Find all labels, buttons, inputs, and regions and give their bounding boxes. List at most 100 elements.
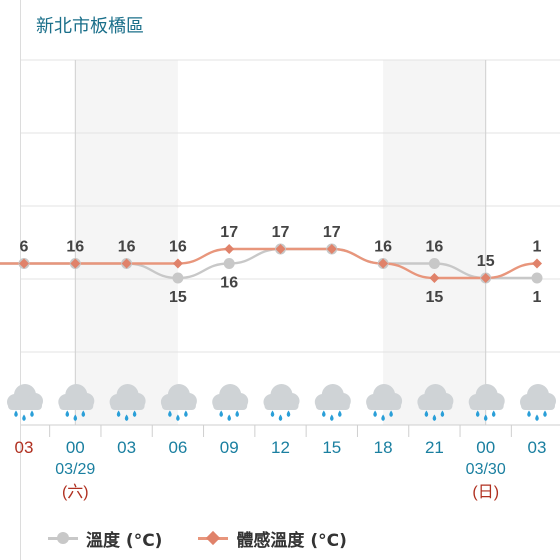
- temperature-data-label: 16: [220, 275, 238, 292]
- rain-cloud-icon: [314, 384, 351, 421]
- raindrop-icon: [219, 410, 223, 417]
- raindrop-icon: [373, 410, 377, 417]
- x-tick-label: 15: [322, 438, 341, 457]
- x-tick-label: 18: [374, 438, 393, 457]
- rain-cloud-icon: [109, 384, 146, 421]
- raindrop-icon: [168, 410, 172, 417]
- raindrop-icon: [338, 410, 342, 417]
- temperature-data-label: 16: [426, 239, 444, 256]
- rain-cloud-icon: [58, 384, 95, 421]
- raindrop-icon: [491, 410, 496, 417]
- feels-like-point: [378, 258, 389, 269]
- raindrop-icon: [270, 410, 275, 417]
- raindrop-icon: [432, 414, 437, 421]
- raindrop-icon: [124, 414, 129, 421]
- rain-cloud-icon: [468, 384, 505, 421]
- raindrop-icon: [543, 410, 547, 417]
- feels-like-point: [480, 273, 491, 283]
- feels-like-point: [275, 244, 286, 254]
- raindrop-icon: [475, 410, 480, 417]
- raindrop-icon: [176, 414, 180, 421]
- temperature-point: [428, 258, 440, 269]
- temperature-point: [223, 258, 235, 269]
- feels-like-data-label: 17: [220, 224, 238, 241]
- rain-cloud-icon: [264, 401, 299, 410]
- raindrop-icon: [535, 414, 539, 421]
- x-tick-label: 21: [425, 438, 444, 457]
- rain-cloud-icon: [366, 384, 403, 421]
- temperature-data-label: 6: [20, 239, 29, 256]
- feels-like-point: [70, 258, 81, 269]
- rain-cloud-icon: [520, 384, 556, 421]
- temperature-data-label: 16: [118, 239, 136, 256]
- temperature-data-label: 17: [272, 224, 290, 241]
- x-tick-label: 03: [528, 438, 547, 457]
- rain-cloud-icon: [8, 401, 42, 410]
- feels-like-data-label: 1: [533, 239, 542, 256]
- x-tick-label: 12: [271, 438, 290, 457]
- raindrop-icon: [483, 414, 488, 421]
- feels-like-point: [121, 258, 132, 269]
- rain-cloud-icon: [212, 384, 249, 421]
- rain-cloud-icon: [469, 401, 504, 410]
- legend-label-feels-like: 體感溫度 (°C): [236, 530, 347, 551]
- raindrop-icon: [22, 414, 26, 421]
- raindrop-icon: [73, 414, 78, 421]
- rain-cloud-icon: [7, 384, 43, 421]
- raindrop-icon: [184, 410, 188, 417]
- x-tick-label: 06: [168, 438, 187, 457]
- feels-like-legend-swatch-icon: [198, 530, 229, 546]
- x-tick-label: 03: [117, 438, 136, 457]
- night-shading-band: [75, 60, 178, 425]
- raindrop-icon: [14, 410, 18, 417]
- raindrop-icon: [132, 410, 137, 417]
- temperature-data-label: 16: [374, 239, 392, 256]
- temperature-data-label: 1: [533, 289, 542, 306]
- raindrop-icon: [330, 414, 334, 421]
- feels-like-point: [224, 244, 235, 254]
- night-shading-band: [383, 60, 486, 425]
- raindrop-icon: [527, 410, 531, 417]
- raindrop-icon: [30, 410, 34, 417]
- x-tick-label: 09: [220, 438, 239, 457]
- rain-cloud-icon: [367, 401, 402, 410]
- rain-cloud-icon: [418, 401, 453, 410]
- x-tick-label: 00: [66, 438, 85, 457]
- rain-cloud-icon: [315, 401, 350, 410]
- rain-cloud-icon: [521, 401, 555, 410]
- raindrop-icon: [278, 414, 283, 421]
- x-tick-label: 00: [476, 438, 495, 457]
- raindrop-icon: [235, 410, 239, 417]
- raindrop-icon: [424, 410, 429, 417]
- raindrop-icon: [116, 410, 121, 417]
- rain-cloud-icon: [263, 384, 300, 421]
- location-title: 新北市板橋區: [36, 16, 144, 37]
- legend-item-temperature[interactable]: 溫度 (°C): [48, 526, 162, 551]
- chart-legend: 溫度 (°C) 體感溫度 (°C): [48, 526, 383, 551]
- raindrop-icon: [286, 410, 291, 417]
- temperature-data-label: 15: [477, 253, 495, 270]
- rain-cloud-icon: [417, 384, 454, 421]
- feels-like-data-label: 16: [169, 239, 187, 256]
- temperature-data-label: 16: [66, 239, 84, 256]
- panel-left-rule: [20, 0, 21, 560]
- raindrop-icon: [381, 414, 385, 421]
- temperature-legend-swatch-icon: [48, 531, 78, 545]
- rain-cloud-icon: [59, 401, 94, 410]
- feels-like-point: [532, 258, 542, 269]
- legend-item-feels-like[interactable]: 體感溫度 (°C): [198, 526, 347, 551]
- raindrop-icon: [322, 410, 326, 417]
- x-tick-date-label: 03/30: [466, 461, 506, 478]
- feels-like-point: [172, 258, 183, 269]
- rain-cloud-icon: [213, 401, 248, 410]
- legend-label-temperature: 溫度 (°C): [86, 530, 163, 551]
- raindrop-icon: [227, 414, 231, 421]
- x-tick-date-label: 03/29: [55, 461, 95, 478]
- feels-like-data-label: 15: [426, 289, 444, 306]
- raindrop-icon: [81, 410, 86, 417]
- temperature-point: [172, 272, 184, 284]
- feels-like-point: [429, 273, 440, 283]
- rain-cloud-icon: [161, 401, 196, 410]
